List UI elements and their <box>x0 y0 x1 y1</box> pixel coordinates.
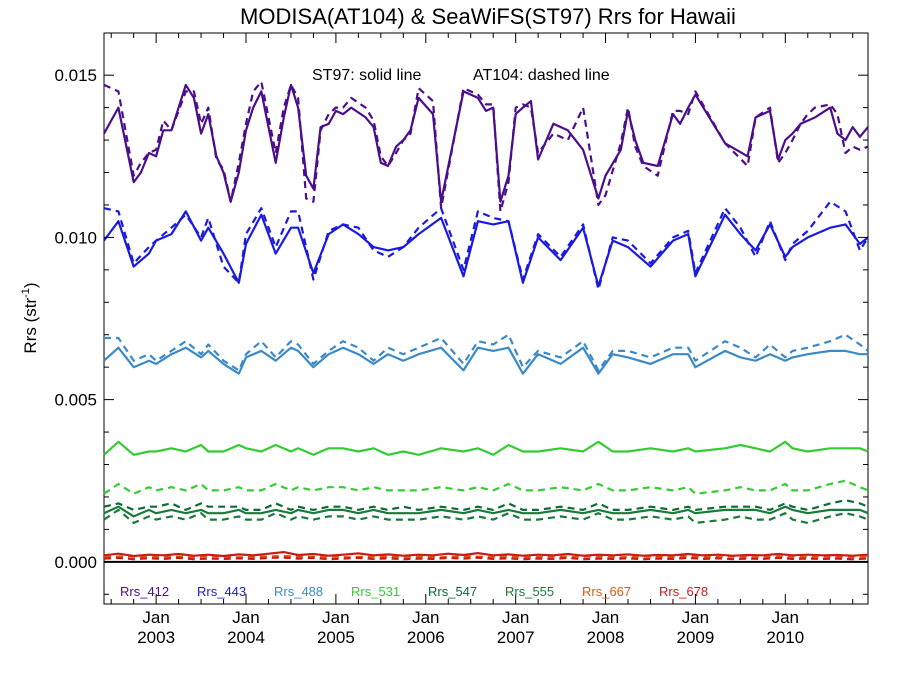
legend: Rrs_412 Rrs_443 Rrs_488 Rrs_531 Rrs_547 Rrs_5… <box>120 584 708 599</box>
legend-item-rrs-412: Rrs_412 <box>120 584 169 599</box>
series-rrs-412-dashed <box>103 80 869 213</box>
x-tick-month: Jan <box>772 608 799 627</box>
legend-item-rrs-678: Rrs_678 <box>659 584 708 599</box>
x-tick-month: Jan <box>412 608 439 627</box>
y-axis: 0.000 0.005 0.010 0.015 <box>54 66 868 595</box>
series-rrs-531-dashed <box>103 479 869 495</box>
x-tick-month: Jan <box>232 608 259 627</box>
legend-item-rrs-555: Rrs_555 <box>505 584 554 599</box>
series-rrs-555-dashed <box>103 508 869 524</box>
series-rrs-488-solid <box>103 346 868 375</box>
x-tick-month: Jan <box>142 608 169 627</box>
series-rrs-443-dashed <box>103 200 869 291</box>
series-rrs-547-dashed <box>103 499 869 511</box>
series-rrs-555-solid <box>103 505 869 518</box>
x-tick-year: 2010 <box>766 628 804 647</box>
legend-item-rrs-547: Rrs_547 <box>428 584 477 599</box>
x-tick-year: 2008 <box>587 628 625 647</box>
annotation-solid: ST97: solid line <box>312 67 421 84</box>
x-tick-year: 2005 <box>317 628 355 647</box>
series-rrs-488-dashed <box>104 333 869 372</box>
legend-item-rrs-488: Rrs_488 <box>274 584 323 599</box>
series-lines <box>103 80 869 561</box>
y-tick-label: 0.005 <box>54 391 97 410</box>
series-rrs-667-dashed <box>103 554 869 559</box>
series-rrs-678-dashed <box>103 556 869 561</box>
x-tick-year: 2009 <box>677 628 715 647</box>
y-axis-label-sup: -1 <box>20 288 32 298</box>
x-tick-year: 2007 <box>497 628 535 647</box>
y-axis-label-close: ) <box>21 282 40 288</box>
legend-item-rrs-667: Rrs_667 <box>582 584 631 599</box>
legend-item-rrs-443: Rrs_443 <box>197 584 246 599</box>
x-tick-month: Jan <box>592 608 619 627</box>
x-tick-month: Jan <box>322 608 349 627</box>
x-tick-year: 2003 <box>137 628 175 647</box>
legend-item-rrs-531: Rrs_531 <box>351 584 400 599</box>
y-tick-label: 0.010 <box>54 228 97 247</box>
y-tick-label: 0.000 <box>54 553 97 572</box>
x-axis: Jan2003Jan2004Jan2005Jan2006Jan2007Jan20… <box>110 33 854 647</box>
x-tick-month: Jan <box>502 608 529 627</box>
series-rrs-678-solid <box>103 551 869 558</box>
y-axis-label: Rrs (str-1) <box>20 282 40 353</box>
chart-title: MODISA(AT104) & SeaWiFS(ST97) Rrs for Ha… <box>240 4 736 29</box>
series-rrs-531-solid <box>103 440 869 456</box>
annotation-dashed: AT104: dashed line <box>473 67 610 84</box>
x-tick-year: 2004 <box>227 628 265 647</box>
plot-frame <box>103 32 869 605</box>
x-tick-month: Jan <box>682 608 709 627</box>
y-tick-label: 0.015 <box>54 66 97 85</box>
x-tick-year: 2006 <box>407 628 445 647</box>
series-rrs-412-solid <box>103 83 869 203</box>
y-axis-label-main: Rrs (str <box>21 298 40 354</box>
